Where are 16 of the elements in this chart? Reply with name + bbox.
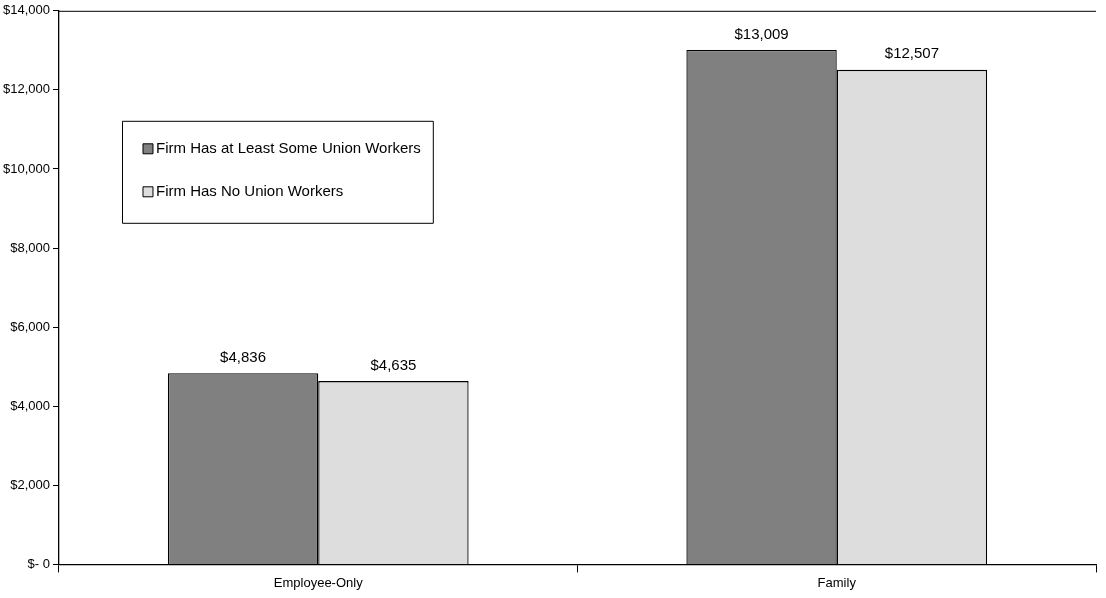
data-label: $4,635	[370, 355, 417, 373]
legend-label: Firm Has No Union Workers	[155, 181, 344, 199]
data-label: $12,507	[884, 44, 940, 62]
x-tick-label: Employee-Only	[273, 574, 364, 590]
y-tick-label: $8,000	[10, 239, 50, 255]
x-tick-label: Family	[817, 574, 857, 590]
y-tick-label: $12,000	[2, 81, 50, 97]
y-tick-label: $6,000	[10, 318, 50, 334]
data-label: $4,836	[220, 347, 267, 365]
y-tick-label: $14,000	[2, 2, 50, 18]
legend-label: Firm Has at Least Some Union Workers	[155, 138, 421, 156]
y-tick-label: $4,000	[10, 397, 50, 413]
y-tick-label: $10,000	[2, 160, 50, 176]
y-tick-label: $- 0	[27, 555, 50, 571]
y-tick-label: $2,000	[10, 476, 50, 492]
data-label: $13,009	[734, 24, 789, 42]
